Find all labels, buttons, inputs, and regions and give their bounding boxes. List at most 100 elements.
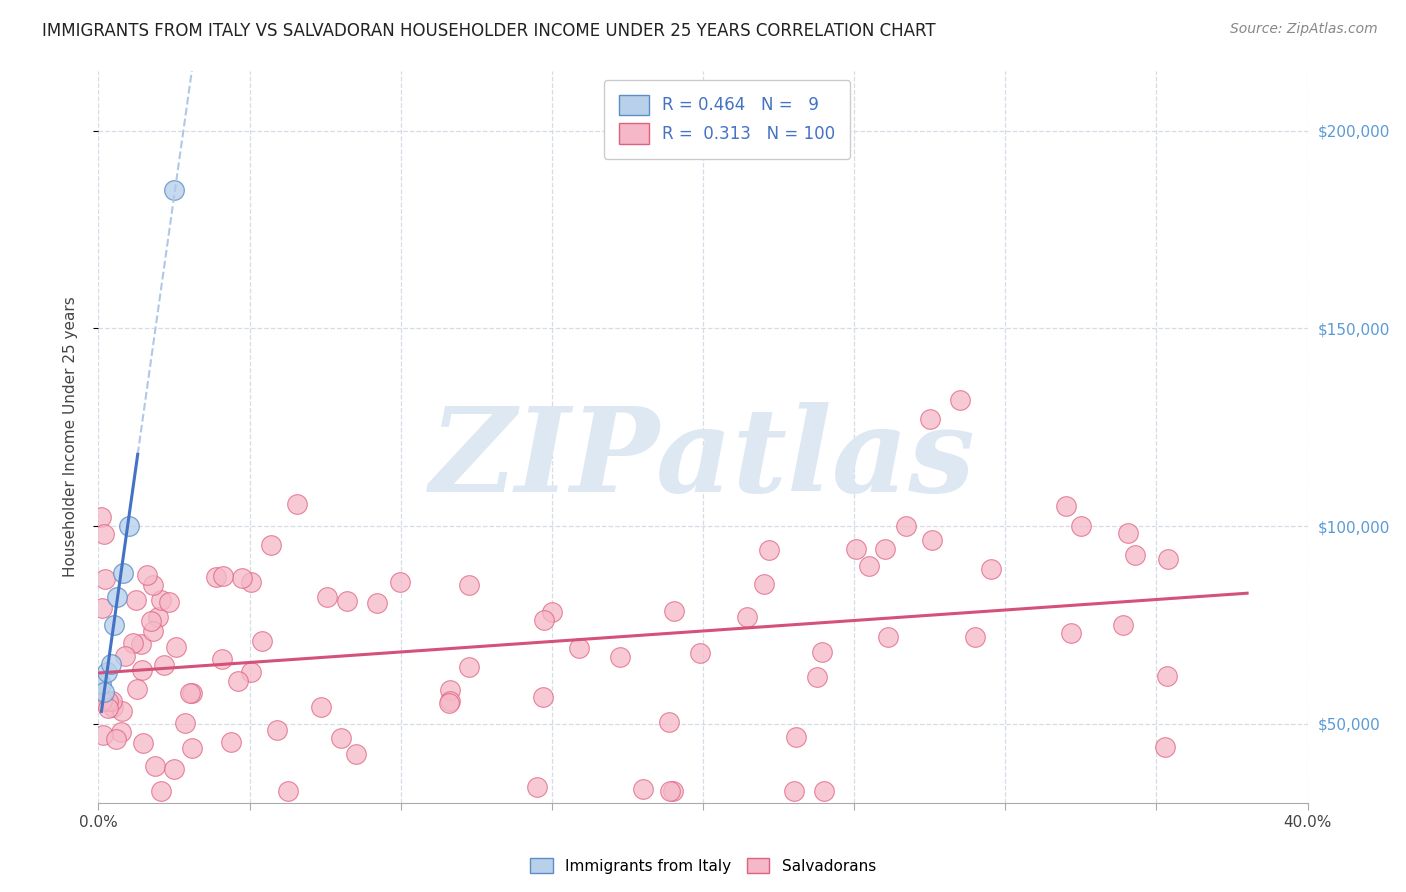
Point	[439, 694, 461, 708]
Point	[1054, 500, 1077, 514]
Point	[110, 725, 132, 739]
Point	[91, 727, 114, 741]
Point	[111, 704, 134, 718]
Point	[336, 594, 359, 608]
Point	[526, 780, 548, 794]
Legend: Immigrants from Italy, Salvadorans: Immigrants from Italy, Salvadorans	[524, 852, 882, 880]
Point	[287, 497, 309, 511]
Point	[1070, 519, 1092, 533]
Point	[458, 659, 481, 673]
Point	[1060, 626, 1083, 640]
Point	[104, 732, 127, 747]
Point	[366, 596, 388, 610]
Point	[806, 670, 828, 684]
Point	[811, 645, 834, 659]
Point	[785, 730, 807, 744]
Point	[439, 682, 461, 697]
Point	[873, 542, 896, 557]
Point	[609, 650, 631, 665]
Point	[131, 637, 153, 651]
Point	[437, 696, 460, 710]
Point	[315, 590, 337, 604]
Point	[845, 542, 868, 557]
Point	[752, 577, 775, 591]
Point	[165, 640, 187, 654]
Point	[153, 658, 176, 673]
Point	[127, 682, 149, 697]
Point	[661, 784, 683, 798]
Point	[148, 609, 170, 624]
Point	[131, 736, 153, 750]
Point	[1157, 552, 1180, 566]
Point	[149, 592, 172, 607]
Point	[918, 412, 941, 426]
Point	[689, 646, 711, 660]
Point	[250, 633, 273, 648]
Point	[949, 392, 972, 407]
Point	[93, 527, 115, 541]
Point	[277, 784, 299, 798]
Point	[150, 784, 173, 798]
Point	[266, 723, 288, 737]
Point	[173, 716, 195, 731]
Point	[260, 538, 283, 552]
Point	[105, 591, 128, 605]
Point	[111, 566, 134, 581]
Point	[662, 604, 685, 618]
Point	[735, 609, 758, 624]
Point	[531, 690, 554, 704]
Point	[1123, 548, 1146, 562]
Point	[97, 693, 120, 707]
Point	[124, 593, 146, 607]
Point	[114, 648, 136, 663]
Point	[658, 714, 681, 729]
Point	[813, 784, 835, 798]
Point	[1156, 669, 1178, 683]
Point	[97, 701, 120, 715]
Point	[758, 542, 780, 557]
Point	[163, 762, 186, 776]
Text: ZIPatlas: ZIPatlas	[430, 401, 976, 516]
Point	[211, 652, 233, 666]
Point	[631, 781, 654, 796]
Point	[1116, 525, 1139, 540]
Point	[965, 630, 987, 644]
Y-axis label: Householder Income Under 25 years: Householder Income Under 25 years	[63, 297, 77, 577]
Point	[568, 640, 591, 655]
Point	[389, 574, 412, 589]
Point	[858, 558, 880, 573]
Point	[157, 595, 180, 609]
Point	[179, 686, 201, 700]
Point	[91, 600, 114, 615]
Point	[163, 183, 186, 197]
Point	[219, 734, 242, 748]
Point	[921, 533, 943, 547]
Point	[142, 624, 165, 639]
Point	[93, 685, 115, 699]
Text: IMMIGRANTS FROM ITALY VS SALVADORAN HOUSEHOLDER INCOME UNDER 25 YEARS CORRELATIO: IMMIGRANTS FROM ITALY VS SALVADORAN HOUS…	[42, 22, 936, 40]
Point	[212, 568, 235, 582]
Point	[980, 562, 1002, 576]
Point	[1112, 618, 1135, 632]
Point	[240, 665, 263, 679]
Point	[94, 572, 117, 586]
Point	[131, 664, 153, 678]
Point	[877, 630, 900, 644]
Point	[231, 571, 253, 585]
Point	[143, 759, 166, 773]
Point	[330, 731, 353, 745]
Point	[139, 615, 162, 629]
Text: Source: ZipAtlas.com: Source: ZipAtlas.com	[1230, 22, 1378, 37]
Point	[226, 673, 249, 688]
Point	[1154, 740, 1177, 755]
Point	[96, 665, 118, 680]
Point	[101, 700, 124, 714]
Point	[91, 694, 114, 708]
Point	[541, 605, 564, 619]
Point	[118, 519, 141, 533]
Point	[122, 636, 145, 650]
Point	[309, 699, 332, 714]
Point	[533, 613, 555, 627]
Point	[783, 784, 806, 798]
Point	[142, 578, 165, 592]
